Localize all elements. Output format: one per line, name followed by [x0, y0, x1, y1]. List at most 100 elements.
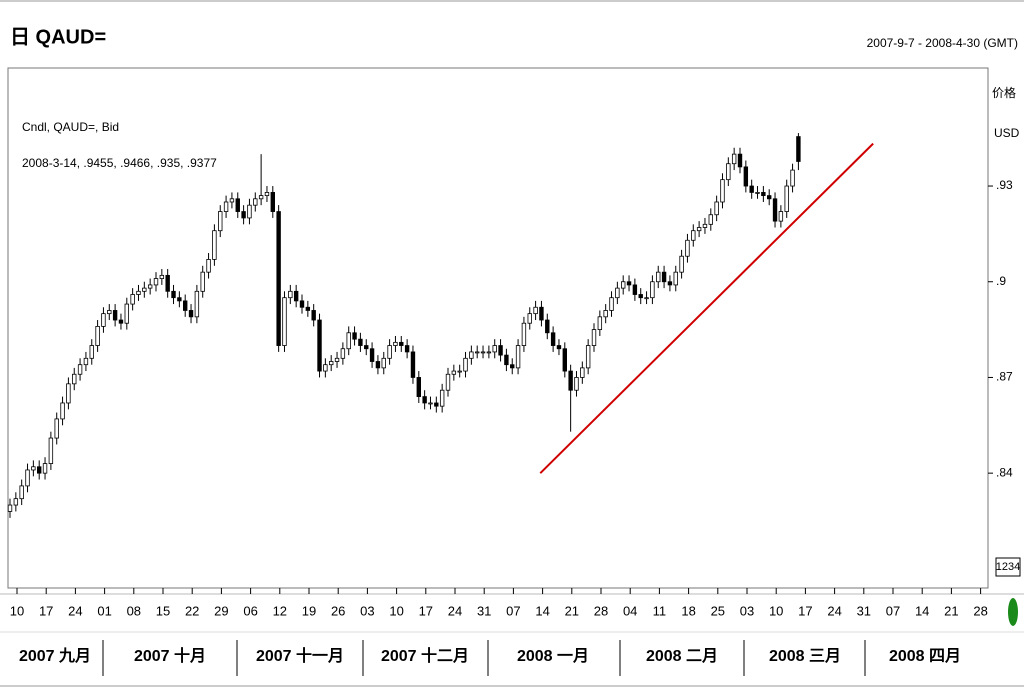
x-tick-label: 25 [711, 603, 725, 618]
month-label: 2007 十月 [134, 646, 206, 665]
x-tick-label: 18 [681, 603, 695, 618]
candle-body [31, 466, 36, 471]
x-tick-label: 08 [127, 603, 141, 618]
candle-body [112, 310, 118, 321]
candle-body [416, 377, 421, 397]
candle-body [603, 310, 608, 318]
x-tick-label: 15 [156, 603, 170, 618]
candle-body [276, 211, 281, 346]
candle-body [264, 192, 270, 197]
candle-body [515, 345, 521, 369]
candle-body [136, 290, 141, 295]
y-tick-label: .93 [996, 178, 1013, 192]
y-axis-unit: USD [994, 126, 1020, 140]
candle-body [650, 281, 655, 299]
x-tick-label: 10 [10, 603, 24, 618]
candle-body [42, 463, 48, 474]
y-tick-label: .84 [996, 465, 1013, 479]
candle-body [439, 389, 445, 407]
candle-body [317, 319, 322, 372]
x-tick-label: 07 [886, 603, 900, 618]
candle-body [171, 290, 176, 299]
candle-body [147, 284, 153, 289]
y-tick-label: .87 [996, 370, 1013, 384]
candle-body [550, 332, 556, 346]
candle-body [469, 351, 474, 359]
plot-area [7, 67, 989, 589]
candle-body [667, 281, 673, 286]
candle-body [702, 223, 708, 228]
candle-body [755, 192, 760, 194]
candle-body [229, 198, 235, 203]
candle-body [743, 166, 749, 187]
candle-body [364, 345, 369, 350]
candle-body [118, 319, 124, 324]
candle-body [101, 313, 106, 327]
candle-body [626, 281, 632, 286]
x-tick-label: 21 [944, 603, 958, 618]
chart-title: 日 QAUD= [10, 26, 106, 48]
candle-body [293, 290, 299, 302]
candle-body [7, 504, 13, 512]
x-tick-label: 04 [623, 603, 637, 618]
candle-body [375, 361, 381, 369]
candle-body [253, 198, 258, 206]
candle-body [235, 198, 240, 212]
candle-body [270, 192, 275, 212]
candle-body [434, 402, 439, 407]
candle-body [656, 271, 661, 283]
candle-body [492, 345, 497, 353]
candle-body [124, 303, 129, 324]
candle-body [369, 348, 375, 362]
candle-body [638, 294, 643, 299]
x-tick-label: 24 [448, 603, 462, 618]
x-tick-label: 31 [477, 603, 491, 618]
candle-body [772, 198, 778, 222]
candle-body [580, 367, 585, 378]
x-tick-label: 01 [97, 603, 111, 618]
candle-body [767, 195, 772, 200]
candle-body [708, 214, 713, 225]
candle-body [410, 351, 416, 378]
candle-body [696, 227, 702, 232]
candle-body [486, 351, 492, 354]
candle-body [533, 306, 538, 315]
month-label: 2008 四月 [889, 647, 961, 665]
candle-body [597, 316, 603, 330]
month-label: 2007 九月 [19, 647, 91, 665]
candle-body [726, 163, 731, 181]
status-indicator [1008, 598, 1018, 626]
trend-line [539, 142, 874, 474]
candle-body [644, 297, 649, 300]
candle-body [691, 230, 696, 241]
x-tick-label: 14 [535, 603, 549, 618]
candle-body [679, 255, 684, 273]
candle-body [299, 300, 305, 308]
candle-body [358, 338, 363, 346]
candle-body [585, 345, 591, 369]
candle-body [241, 211, 246, 219]
candle-body [428, 402, 433, 405]
legend-line: Cndl, QAUD=, Bid [22, 120, 119, 134]
candle-body [89, 345, 94, 359]
candle-body [37, 466, 42, 474]
x-tick-label: 11 [653, 603, 667, 618]
candle-body [352, 332, 357, 340]
candle-body [25, 469, 30, 487]
candle-body [521, 322, 527, 346]
candle-body [714, 201, 719, 216]
candle-body [504, 354, 509, 366]
candle-body [545, 319, 550, 334]
candle-body [539, 306, 544, 321]
candle-body [19, 485, 24, 500]
x-tick-label: 10 [769, 603, 783, 618]
x-tick-label: 28 [973, 603, 987, 618]
candle-body [182, 300, 188, 311]
axis-box [995, 557, 1021, 577]
candle-body [381, 357, 386, 369]
candle-body [422, 396, 427, 404]
x-tick-label: 28 [594, 603, 608, 618]
candle-body [77, 364, 83, 375]
candle-body [790, 169, 795, 187]
candle-body [72, 373, 77, 385]
